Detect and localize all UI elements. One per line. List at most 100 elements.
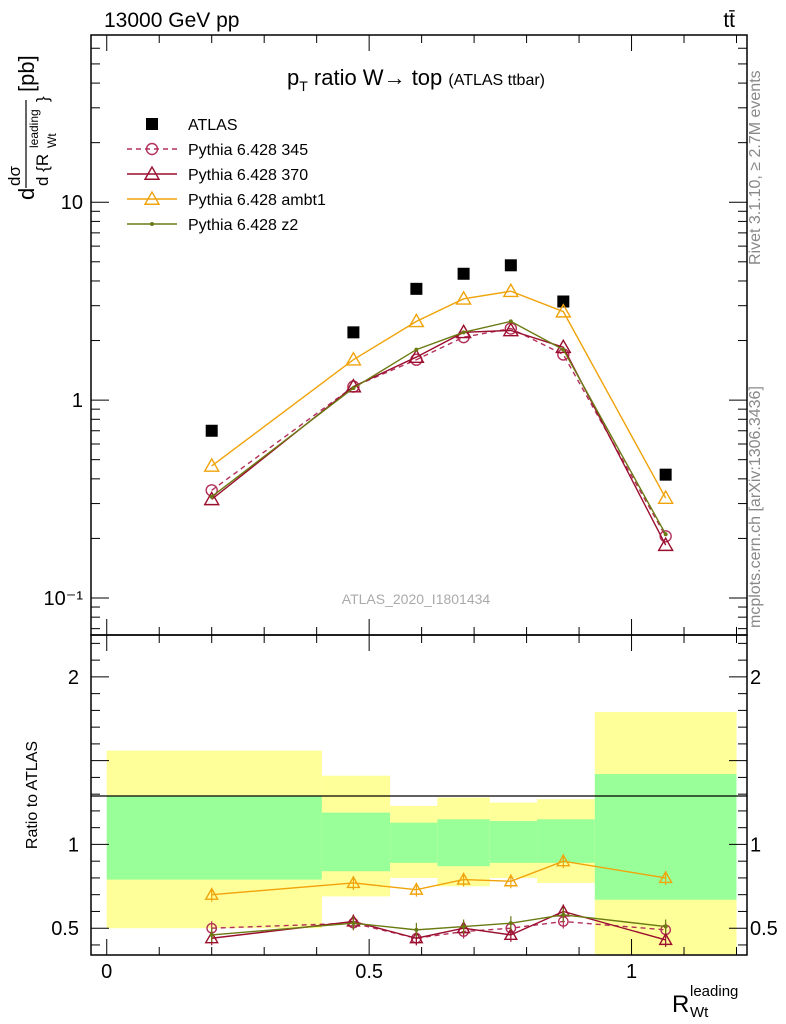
ratio-ytick-label: 2 xyxy=(68,667,79,689)
main-point xyxy=(347,326,360,339)
legend-label: Pythia 6.428 ambt1 xyxy=(188,192,326,209)
ratio-point xyxy=(409,930,424,944)
legend-label: Pythia 6.428 345 xyxy=(188,142,308,159)
ratio-ytick-label-right: 0.5 xyxy=(750,918,778,940)
svg-text:dσ: dσ xyxy=(5,166,24,186)
main-point xyxy=(461,330,466,335)
ratio-xtick-label: 0.5 xyxy=(355,961,383,983)
ratio-panel: 0 0.5 1 0.5 0.5 1 1 2 2 Ratio to ATLAS R leading… xyxy=(24,634,778,1021)
ratio-series-2 xyxy=(204,853,673,902)
svg-text:leading: leading xyxy=(690,983,738,1000)
main-series-0 xyxy=(205,259,672,481)
main-point xyxy=(504,259,517,272)
ratio-point xyxy=(456,872,471,885)
svg-text:leading: leading xyxy=(27,109,41,148)
svg-text:Wt: Wt xyxy=(45,133,59,148)
main-point xyxy=(410,282,423,295)
rivet-label: Rivet 3.1.10, ≥ 2.7M events xyxy=(747,70,764,265)
main-point xyxy=(455,290,472,305)
ratio-series-3 xyxy=(209,907,668,942)
main-point xyxy=(508,319,513,324)
ratio-point xyxy=(663,924,668,929)
main-series-line xyxy=(211,320,667,535)
ratio-ytick-label-right: 1 xyxy=(750,834,761,856)
ratio-bands xyxy=(106,712,737,955)
ratio-xtick-label: 0 xyxy=(101,961,112,983)
svg-text:[pb]: [pb] xyxy=(14,55,39,92)
main-series-3 xyxy=(203,282,674,504)
legend-item: Pythia 6.428 345 xyxy=(127,142,308,159)
main-point xyxy=(351,386,356,391)
legend-item: ATLAS xyxy=(146,117,238,134)
legend-label: Pythia 6.428 370 xyxy=(188,167,308,184)
legend-item: Pythia 6.428 ambt1 xyxy=(127,190,326,209)
ratio-point xyxy=(204,887,219,900)
ratio-band-green xyxy=(106,795,322,880)
main-point xyxy=(502,322,520,337)
header-left: 13000 GeV pp xyxy=(104,9,239,32)
svg-text:}: } xyxy=(33,96,52,102)
main-point xyxy=(205,424,218,437)
main-point xyxy=(502,282,520,298)
main-series-line xyxy=(211,290,667,499)
legend-marker xyxy=(145,142,159,156)
svg-text:R: R xyxy=(672,991,689,1018)
main-point xyxy=(345,351,362,366)
main-ytick-label: 10 xyxy=(61,192,83,214)
main-point xyxy=(555,338,572,354)
main-point xyxy=(203,490,220,506)
main-series-line xyxy=(211,327,667,537)
ratio-point xyxy=(204,930,219,944)
ratio-point xyxy=(346,875,361,889)
main-panel: 10⁻¹ 1 10 pT ratio W→ top (ATLAS ttbar) AT… xyxy=(5,34,748,651)
ratio-ytick-label: 1 xyxy=(68,834,79,856)
svg-text:d {R: d {R xyxy=(33,154,52,186)
main-point xyxy=(557,295,570,308)
ratio-point xyxy=(561,912,566,917)
ratio-point xyxy=(508,921,513,926)
svg-text:Wt: Wt xyxy=(690,1004,709,1021)
main-series-line xyxy=(211,329,667,546)
main-point xyxy=(561,347,566,352)
legend-marker xyxy=(143,165,161,180)
ratio-band-green xyxy=(489,820,538,863)
legend-marker xyxy=(143,190,161,205)
main-ytick-label: 1 xyxy=(72,390,83,412)
main-point xyxy=(555,303,572,318)
main-ytick-label: 10⁻¹ xyxy=(44,588,84,610)
ratio-band-green xyxy=(537,819,595,863)
legend-marker xyxy=(146,118,158,130)
legend-label: ATLAS xyxy=(188,117,238,134)
ratio-series xyxy=(204,853,673,947)
main-series-4 xyxy=(209,319,668,537)
ratio-point xyxy=(351,921,356,926)
ratio-point xyxy=(503,873,518,887)
ratio-ylabel: Ratio to ATLAS xyxy=(24,741,41,849)
main-title: pT ratio W→ top (ATLAS ttbar) xyxy=(287,65,545,94)
main-point xyxy=(408,348,425,364)
main-series-2 xyxy=(203,322,674,552)
ratio-point xyxy=(503,927,518,941)
main-point xyxy=(657,536,674,552)
main-point xyxy=(659,530,672,543)
legend-marker xyxy=(150,222,154,226)
main-point xyxy=(659,468,672,481)
legend-item: Pythia 6.428 370 xyxy=(127,165,308,184)
legend-label: Pythia 6.428 z2 xyxy=(188,217,298,234)
ratio-point xyxy=(658,870,673,884)
ratio-point xyxy=(409,882,424,895)
ratio-ytick-label: 0.5 xyxy=(51,918,79,940)
main-point xyxy=(457,267,470,280)
main-point xyxy=(209,494,214,499)
header-right: tt̄ xyxy=(723,9,735,32)
main-series-1 xyxy=(205,322,672,543)
ratio-frame xyxy=(90,634,748,956)
ratio-point xyxy=(461,924,466,929)
ratio-xlabel: R leading Wt xyxy=(672,983,738,1021)
legend: ATLAS Pythia 6.428 345 Pythia 6.428 370 Pyt… xyxy=(127,117,326,234)
watermark: ATLAS_2020_I1801434 xyxy=(342,591,491,607)
ratio-point xyxy=(209,932,214,937)
ratio-ytick-label-right: 2 xyxy=(750,667,761,689)
ratio-band-green xyxy=(437,819,490,867)
main-point xyxy=(203,457,220,472)
